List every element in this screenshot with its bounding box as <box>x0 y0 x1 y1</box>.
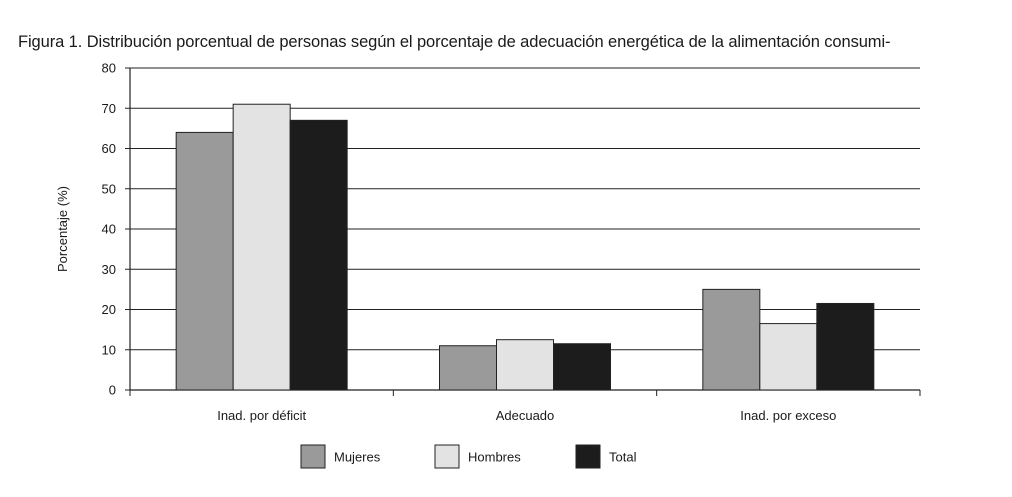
figure-title: Figura 1. Distribución porcentual de per… <box>18 33 891 51</box>
category-label: Inad. por exceso <box>740 408 836 423</box>
bar-hombres <box>496 339 554 391</box>
category-labels: Inad. por déficit Adecuado Inad. por exces… <box>217 408 836 423</box>
y-tick-label: 50 <box>102 181 116 196</box>
bar-mujeres <box>702 288 761 391</box>
y-tick-label: 20 <box>102 302 116 317</box>
legend-swatch-hombres <box>434 444 460 469</box>
legend-swatch-total <box>575 444 601 469</box>
y-tick-label: 70 <box>102 101 116 116</box>
y-tick-labels: 0 10 20 30 40 50 60 70 80 <box>102 61 116 398</box>
y-tick-label: 10 <box>102 342 116 357</box>
bar-total <box>816 302 875 391</box>
legend-label-mujeres: Mujeres <box>334 450 381 465</box>
bars <box>175 103 875 391</box>
category-label: Inad. por déficit <box>217 408 306 423</box>
bar-hombres <box>232 103 291 391</box>
y-tick-label: 30 <box>102 262 116 277</box>
bar-mujeres <box>439 345 497 391</box>
y-axis-label: Porcentaje (%) <box>55 186 70 272</box>
y-tick-label: 80 <box>102 61 116 76</box>
bar-hombres <box>759 323 818 391</box>
y-tick-label: 60 <box>102 141 116 156</box>
y-tick-label: 40 <box>102 222 116 237</box>
bar-total <box>289 119 348 391</box>
legend-swatch-mujeres <box>300 444 326 469</box>
category-label: Adecuado <box>496 408 555 423</box>
legend: Mujeres Hombres Total <box>300 444 637 469</box>
bar-total <box>553 343 611 391</box>
legend-label-total: Total <box>609 450 637 465</box>
y-tick-label: 0 <box>109 383 116 398</box>
legend-label-hombres: Hombres <box>468 450 521 465</box>
bar-mujeres <box>175 131 234 391</box>
